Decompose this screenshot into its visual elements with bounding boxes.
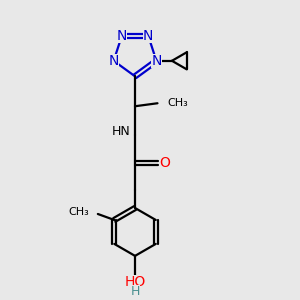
Text: N: N — [143, 29, 153, 43]
Text: N: N — [109, 54, 119, 68]
Text: N: N — [151, 54, 162, 68]
Text: HN: HN — [112, 125, 131, 138]
Text: N: N — [117, 29, 127, 43]
Text: H: H — [130, 285, 140, 298]
Text: O: O — [159, 156, 170, 170]
Text: CH₃: CH₃ — [69, 207, 89, 217]
Text: HO: HO — [124, 275, 146, 289]
Text: CH₃: CH₃ — [167, 98, 188, 108]
